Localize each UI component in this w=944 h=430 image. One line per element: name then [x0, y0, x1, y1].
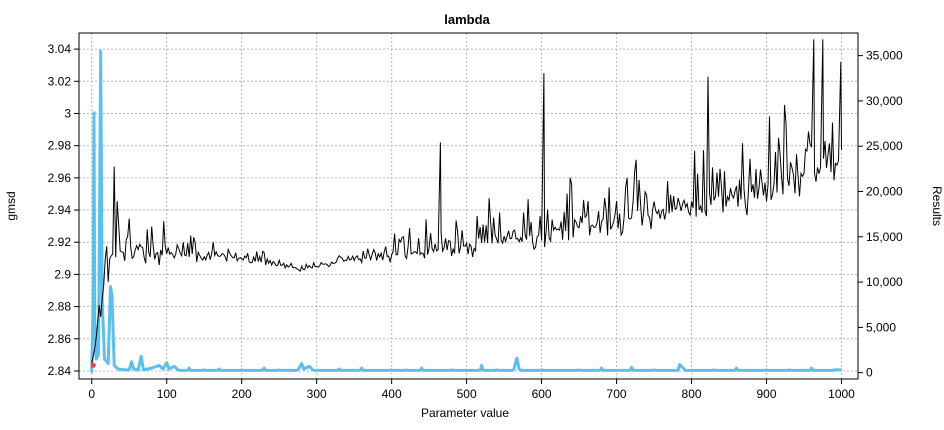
y-right-tick-label: 30,000 — [866, 94, 903, 108]
chart-title: lambda — [444, 12, 490, 27]
y-left-tick-label: 2.84 — [48, 364, 72, 378]
x-tick-label: 700 — [607, 387, 627, 401]
y-right-tick-label: 20,000 — [866, 185, 903, 199]
best-value-marker — [90, 362, 96, 368]
y-left-tick-label: 2.9 — [54, 267, 71, 281]
y-left-tick-label: 2.92 — [48, 235, 72, 249]
gmsd-series-line — [91, 39, 842, 364]
x-tick-label: 900 — [757, 387, 777, 401]
x-tick-label: 300 — [307, 387, 327, 401]
y-axis-right-title: Results — [930, 186, 944, 226]
y-axis-left: 2.84 2.86 2.88 2.9 2.92 2.94 2.96 2.98 3 3.02 3.04 — [48, 42, 79, 378]
y-left-tick-label: 2.98 — [48, 139, 72, 153]
y-left-tick-label: 2.88 — [48, 300, 72, 314]
y-left-tick-label: 2.86 — [48, 332, 72, 346]
x-tick-label: 600 — [532, 387, 552, 401]
y-left-tick-label: 3.02 — [48, 74, 72, 88]
x-tick-label: 0 — [88, 387, 95, 401]
x-tick-label: 1000 — [828, 387, 855, 401]
results-series-line — [90, 49, 842, 373]
y-right-tick-label: 5,000 — [866, 320, 896, 334]
y-left-tick-label: 2.94 — [48, 203, 72, 217]
x-tick-label: 500 — [457, 387, 477, 401]
y-axis-right: 0 5,000 10,000 15,000 20,000 25,000 30,000 35,0… — [858, 49, 903, 380]
y-right-tick-label: 10,000 — [866, 275, 903, 289]
x-axis-title: Parameter value — [421, 406, 509, 420]
x-axis: 0 100 200 300 400 500 600 700 800 900 1000 — [88, 379, 855, 401]
x-tick-label: 100 — [157, 387, 177, 401]
y-left-tick-label: 3 — [64, 106, 71, 120]
y-right-tick-label: 15,000 — [866, 230, 903, 244]
x-tick-label: 800 — [682, 387, 702, 401]
grid — [79, 33, 858, 379]
plot-frame — [78, 32, 859, 380]
y-left-tick-label: 2.96 — [48, 171, 72, 185]
x-tick-label: 400 — [382, 387, 402, 401]
x-tick-label: 200 — [232, 387, 252, 401]
y-left-tick-label: 3.04 — [48, 42, 72, 56]
y-right-tick-label: 35,000 — [866, 49, 903, 63]
y-right-tick-label: 0 — [866, 366, 873, 380]
y-right-tick-label: 25,000 — [866, 139, 903, 153]
y-axis-left-title: gmsd — [4, 191, 18, 220]
series — [90, 39, 842, 373]
